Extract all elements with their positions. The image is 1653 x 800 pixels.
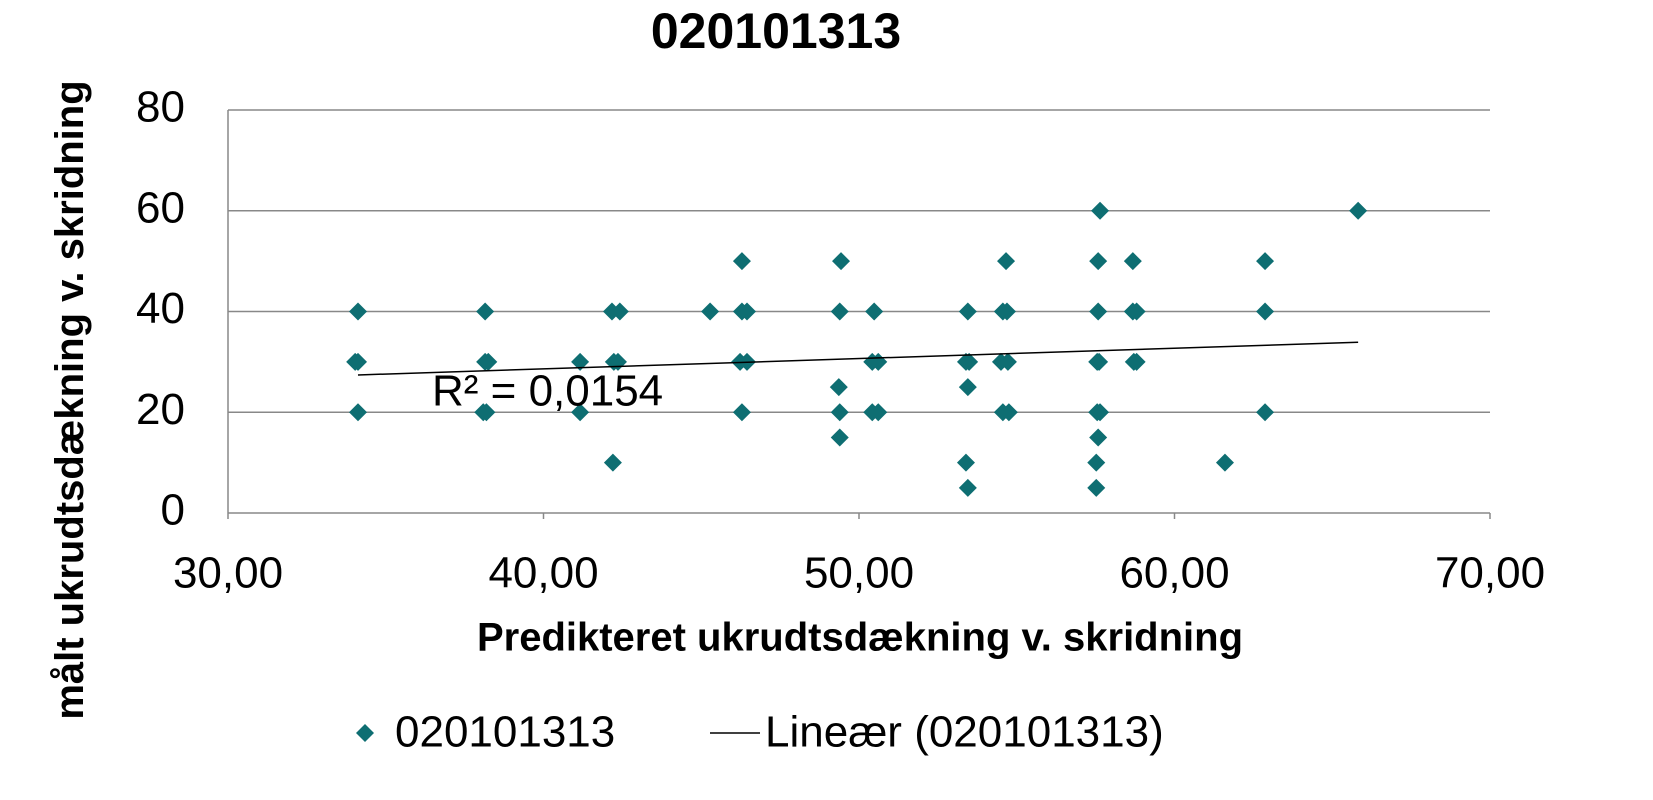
point	[958, 302, 977, 321]
legend-marker	[356, 724, 374, 742]
point	[830, 403, 849, 422]
point	[1091, 201, 1110, 220]
point	[997, 252, 1016, 271]
point	[1089, 302, 1108, 321]
point	[958, 378, 977, 397]
point	[476, 302, 495, 321]
point	[830, 428, 849, 447]
point	[1087, 453, 1106, 472]
point	[1256, 252, 1275, 271]
y-tick-label: 40	[136, 284, 185, 333]
point	[479, 352, 498, 371]
y-tick-label: 0	[161, 486, 185, 535]
point	[999, 403, 1018, 422]
point	[1256, 302, 1275, 321]
point	[603, 453, 622, 472]
x-tick-label: 50,00	[804, 549, 914, 598]
y-axis-title: målt ukrudtsdækning v. skridning	[48, 80, 92, 720]
point	[865, 302, 884, 321]
point	[997, 302, 1016, 321]
point	[1091, 403, 1110, 422]
chart-title: 020101313	[651, 3, 901, 59]
point	[348, 403, 367, 422]
legend-label: 020101313	[395, 708, 615, 757]
point	[737, 302, 756, 321]
point	[1087, 478, 1106, 497]
y-tick-label: 20	[136, 385, 185, 434]
point	[1215, 453, 1234, 472]
point	[869, 403, 888, 422]
point	[960, 352, 979, 371]
point	[1349, 201, 1368, 220]
point	[830, 302, 849, 321]
point	[732, 403, 751, 422]
point	[1089, 252, 1108, 271]
legend-label: Lineær (020101313)	[765, 708, 1164, 757]
point	[732, 252, 751, 271]
point	[1256, 403, 1275, 422]
y-tick-label: 80	[136, 83, 185, 132]
x-tick-label: 30,00	[173, 549, 283, 598]
point	[956, 453, 975, 472]
x-tick-label: 70,00	[1435, 549, 1545, 598]
point	[701, 302, 720, 321]
point	[348, 352, 367, 371]
point	[1089, 428, 1108, 447]
point	[998, 352, 1017, 371]
point	[1127, 352, 1146, 371]
y-tick-label: 60	[136, 183, 185, 232]
x-tick-label: 40,00	[488, 549, 598, 598]
point	[958, 478, 977, 497]
point	[571, 403, 590, 422]
x-axis-title: Predikteret ukrudtsdækning v. skridning	[477, 616, 1243, 660]
point	[348, 302, 367, 321]
point	[571, 352, 590, 371]
point	[832, 252, 851, 271]
annotation: R² = 0,0154	[432, 367, 663, 416]
point	[610, 302, 629, 321]
point	[477, 403, 496, 422]
point	[829, 378, 848, 397]
point	[1123, 252, 1142, 271]
x-tick-label: 60,00	[1119, 549, 1229, 598]
point	[1127, 302, 1146, 321]
trendline	[357, 341, 1359, 376]
point	[1090, 352, 1109, 371]
